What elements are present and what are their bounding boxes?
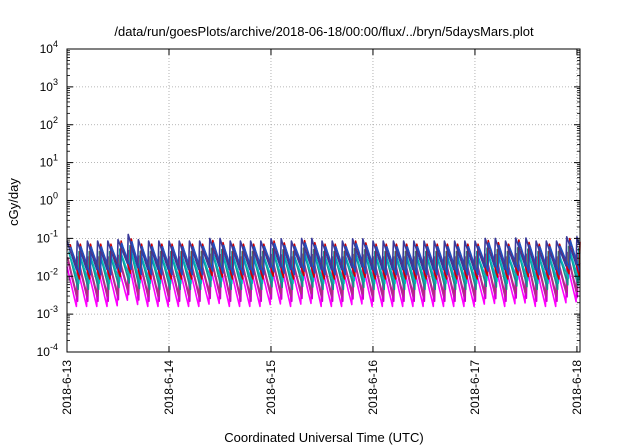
y-tick-base: 10 — [40, 156, 54, 170]
y-tick-label: 10-4 — [37, 342, 58, 359]
y-tick-base: 10 — [40, 42, 54, 56]
x-tick-label: 2018-6-18 — [570, 360, 584, 415]
y-tick-exponent: -1 — [50, 228, 58, 238]
y-tick-exponent: 0 — [53, 191, 58, 201]
y-tick-base: 10 — [37, 345, 51, 359]
y-tick-label: 10-2 — [37, 266, 58, 283]
x-tick-label: 2018-6-17 — [468, 360, 482, 415]
y-tick-exponent: -3 — [50, 304, 58, 314]
x-tick-label: 2018-6-14 — [162, 360, 176, 415]
y-tick-exponent: -2 — [50, 266, 58, 276]
series-line-8 — [66, 233, 581, 271]
series-group — [66, 233, 581, 308]
y-tick-label: 103 — [40, 77, 58, 94]
y-tick-base: 10 — [37, 307, 51, 321]
chart-title: /data/run/goesPlots/archive/2018-06-18/0… — [114, 24, 534, 39]
y-tick-base: 10 — [37, 231, 51, 245]
y-tick-exponent: 3 — [53, 77, 58, 87]
y-tick-label: 10-3 — [37, 304, 58, 321]
y-tick-base: 10 — [37, 269, 51, 283]
plot-frame — [66, 48, 581, 353]
y-tick-exponent: 2 — [53, 115, 58, 125]
x-tick-label: 2018-6-13 — [60, 360, 74, 415]
grid — [67, 49, 580, 352]
y-tick-base: 10 — [40, 118, 54, 132]
x-tick-label: 2018-6-16 — [366, 360, 380, 415]
y-tick-exponent: -4 — [50, 342, 58, 352]
y-tick-label: 104 — [40, 39, 58, 56]
x-axis-label: Coordinated Universal Time (UTC) — [224, 430, 423, 445]
y-axis-label: cGy/day — [6, 178, 21, 226]
y-tick-exponent: 1 — [53, 153, 58, 163]
y-tick-exponent: 4 — [53, 39, 58, 49]
y-tick-base: 10 — [40, 194, 54, 208]
y-tick-base: 10 — [40, 80, 54, 94]
y-tick-label: 10-1 — [37, 228, 58, 245]
x-axis: 2018-6-13 2018-6-14 2018-6-15 2018-6-16 2018… — [60, 49, 584, 415]
y-tick-label: 101 — [40, 153, 58, 170]
y-tick-label: 100 — [40, 191, 58, 208]
y-tick-label: 102 — [40, 115, 58, 132]
x-tick-label: 2018-6-15 — [264, 360, 278, 415]
